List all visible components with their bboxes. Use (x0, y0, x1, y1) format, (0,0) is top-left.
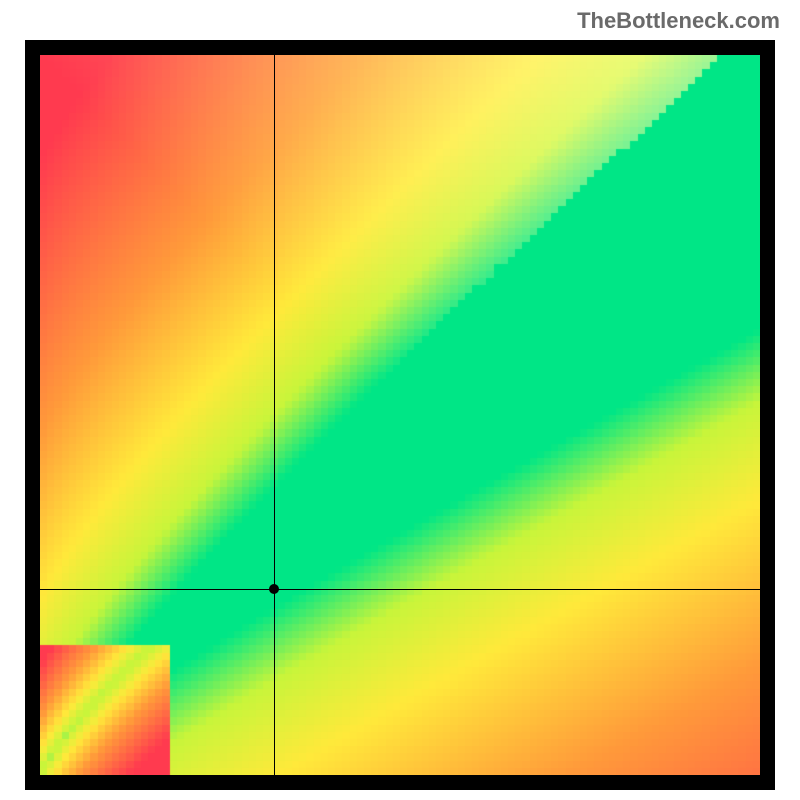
marker-dot (269, 584, 279, 594)
crosshair-horizontal (40, 589, 760, 590)
chart-container: TheBottleneck.com (0, 0, 800, 800)
heatmap-canvas (40, 55, 760, 775)
chart-heatmap (40, 55, 760, 775)
attribution-text: TheBottleneck.com (577, 8, 780, 34)
crosshair-vertical (274, 55, 275, 775)
